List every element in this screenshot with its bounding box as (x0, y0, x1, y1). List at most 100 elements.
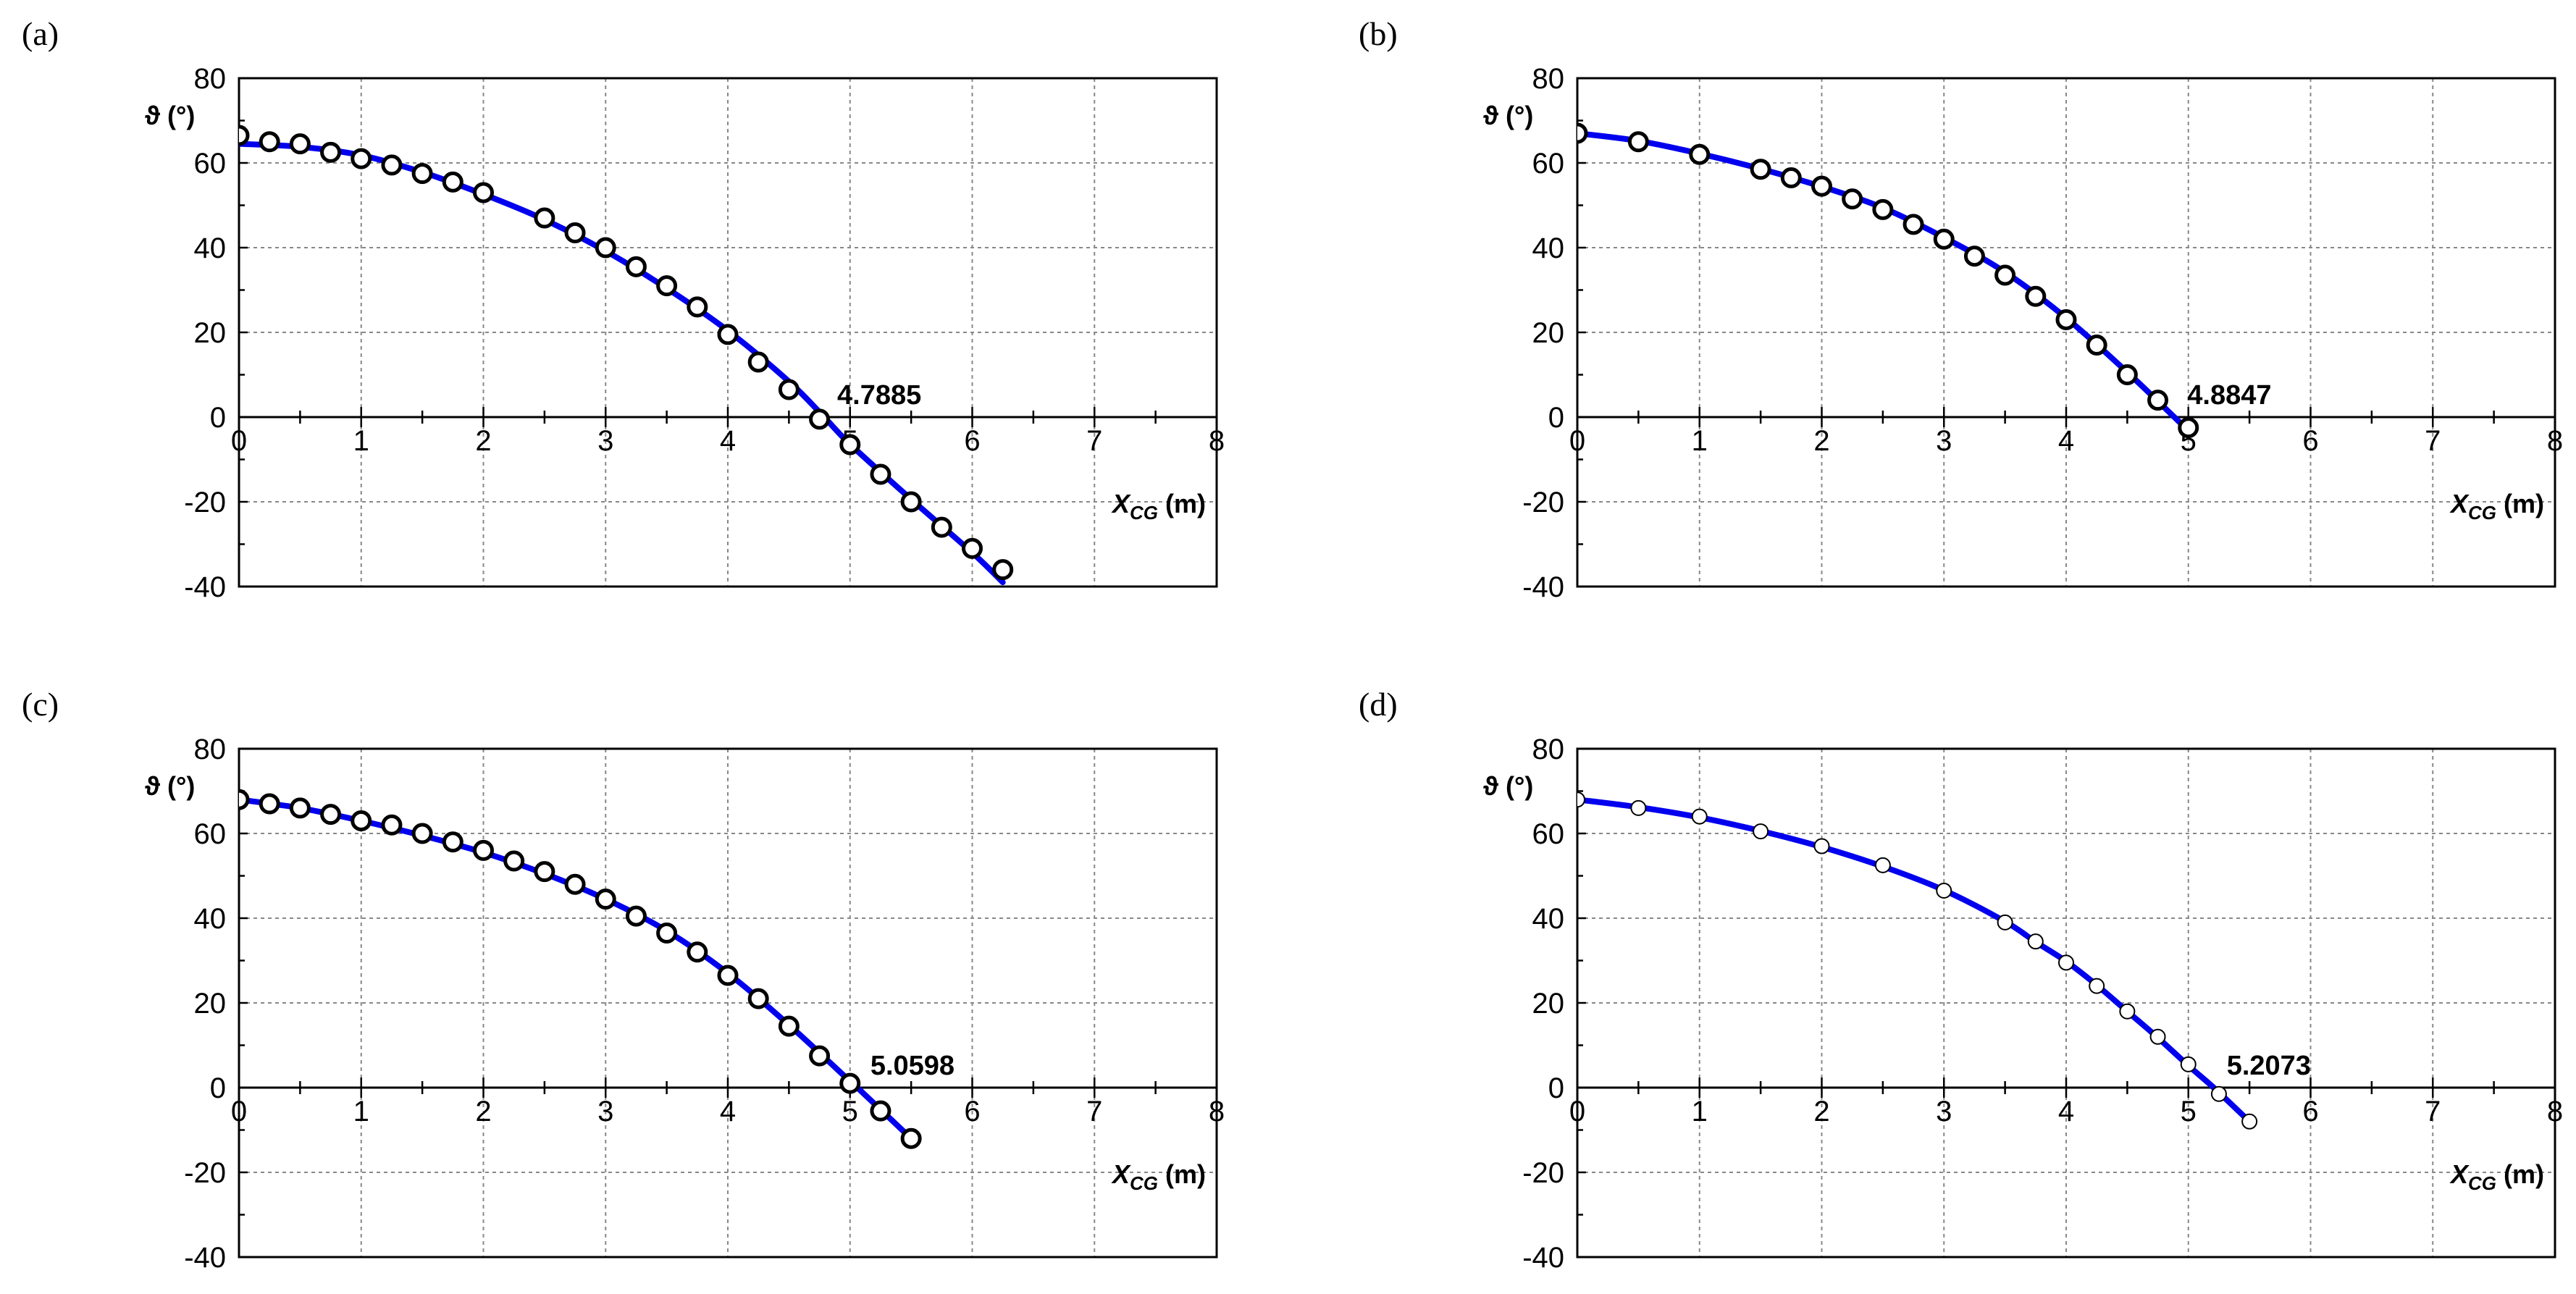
fit-curve (1577, 797, 2253, 1125)
x-tick-label: 0 (231, 1096, 247, 1127)
x-axis-title-unit: (m) (2504, 1159, 2544, 1189)
data-point (625, 256, 647, 277)
data-point (239, 125, 250, 146)
root-annotation: 4.7885 (837, 380, 921, 411)
data-point (595, 888, 616, 910)
data-point (2210, 1085, 2227, 1102)
x-axis-title-sub: CG (2468, 502, 2496, 524)
data-point (411, 823, 433, 844)
data-point (1813, 838, 1830, 854)
data-point (778, 379, 800, 400)
x-axis-title-sub: CG (2468, 1172, 2496, 1194)
y-tick-label: -40 (1522, 571, 1564, 603)
panel-label: (d) (1359, 686, 1398, 723)
x-tick-label: 1 (353, 425, 369, 457)
y-tick-label: 40 (1532, 903, 1565, 935)
data-point (2178, 417, 2199, 439)
x-tick-label: 2 (475, 425, 491, 457)
y-tick-label: 20 (194, 317, 227, 349)
data-point (411, 163, 433, 185)
data-point (1933, 228, 1955, 250)
x-tick-label: 8 (1209, 1096, 1225, 1127)
panel-label: (c) (22, 686, 59, 723)
x-axis-title: XCG (m) (2449, 489, 2544, 524)
x-tick-label: 7 (1086, 1096, 1102, 1127)
y-axis-title: ϑ (°) (145, 101, 195, 130)
data-point (1577, 791, 1585, 808)
data-point (442, 831, 463, 853)
data-point (503, 850, 525, 872)
x-tick-label: 6 (964, 1096, 980, 1127)
data-point (687, 296, 708, 318)
y-tick-label: 20 (1532, 988, 1565, 1020)
y-tick-label: 40 (194, 903, 227, 935)
x-tick-label: 5 (2181, 1096, 2197, 1127)
y-axis-title: ϑ (°) (1483, 771, 1533, 801)
y-tick-label: 60 (1532, 148, 1565, 180)
y-tick-label: -40 (1522, 1242, 1564, 1274)
x-axis-title: XCG (m) (1111, 1159, 1206, 1194)
x-tick-label: 7 (1086, 425, 1102, 457)
data-point (1963, 245, 1985, 267)
y-tick-label: 80 (1532, 734, 1565, 765)
data-layer (239, 125, 1014, 586)
y-tick-label: -40 (184, 1242, 226, 1274)
x-tick-label: 1 (1692, 425, 1708, 457)
data-point (473, 182, 494, 203)
data-point (839, 434, 861, 455)
x-axis-title: XCG (m) (2449, 1159, 2544, 1194)
data-point (1997, 914, 2013, 930)
x-tick-label: 4 (720, 1096, 736, 1127)
x-axis-title-main: X (1111, 489, 1131, 518)
data-point (2149, 1028, 2166, 1045)
data-point (381, 814, 403, 836)
data-point (2055, 308, 2077, 330)
data-point (320, 141, 342, 163)
y-tick-label: 0 (210, 1072, 226, 1104)
root-annotation: 5.0598 (870, 1051, 955, 1081)
x-axis-title-unit: (m) (1165, 489, 1206, 518)
data-point (564, 873, 586, 895)
root-annotation: 4.8847 (2187, 380, 2271, 411)
x-tick-label: 6 (2302, 1096, 2318, 1127)
x-tick-label: 0 (231, 425, 247, 457)
data-point (1936, 882, 1952, 899)
data-point (1630, 799, 1647, 816)
data-point (564, 222, 586, 244)
x-axis-title-main: X (1111, 1159, 1131, 1189)
x-axis-title-sub: CG (1130, 1172, 1158, 1194)
data-point (595, 237, 616, 259)
data-point (1994, 264, 2016, 286)
data-point (534, 207, 555, 229)
y-tick-label: -20 (184, 487, 226, 518)
data-point (747, 988, 769, 1009)
x-tick-label: 8 (2547, 425, 2563, 457)
data-layer (1577, 791, 2258, 1130)
data-point (2147, 390, 2169, 411)
y-tick-label: 0 (1548, 1072, 1564, 1104)
data-point (1874, 857, 1891, 873)
root-annotation: 5.2073 (2227, 1051, 2311, 1081)
data-point (900, 491, 922, 513)
y-axis-title: ϑ (°) (1483, 101, 1533, 130)
data-point (259, 793, 280, 815)
data-point (1842, 188, 1863, 210)
data-point (931, 516, 952, 538)
data-point (289, 797, 311, 819)
y-tick-label: 80 (1532, 63, 1565, 95)
data-point (656, 922, 678, 944)
x-tick-label: 2 (475, 1096, 491, 1127)
data-layer (1577, 122, 2199, 439)
x-tick-label: 2 (1813, 425, 1829, 457)
y-axis-title: ϑ (°) (145, 771, 195, 801)
x-axis-title-main: X (2449, 489, 2470, 518)
y-tick-label: 0 (210, 402, 226, 434)
data-point (239, 789, 250, 810)
y-tick-label: 60 (194, 818, 227, 850)
panel-label: (b) (1359, 15, 1398, 52)
data-point (2086, 335, 2107, 356)
data-point (1627, 131, 1649, 153)
